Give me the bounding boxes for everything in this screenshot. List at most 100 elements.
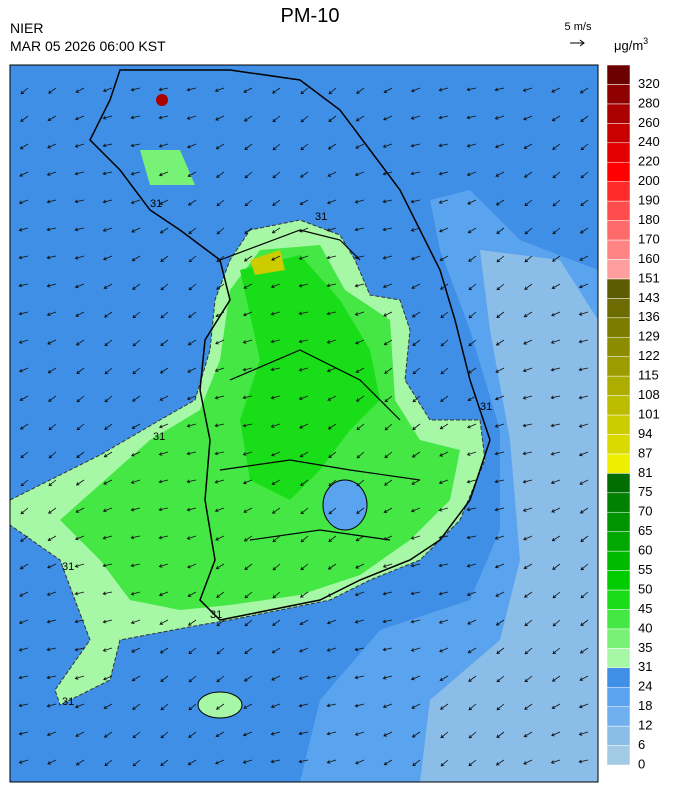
wind-arrow: [48, 87, 57, 94]
wind-arrow: [524, 703, 533, 710]
wind-arrow: [552, 591, 561, 599]
wind-arrow: [494, 479, 505, 484]
wind-arrow: [384, 423, 393, 431]
colorbar-label: 115: [638, 368, 659, 383]
wind-arrow: [271, 675, 281, 681]
wind-arrow: [382, 227, 393, 232]
wind-arrow: [495, 171, 505, 177]
wind-arrow: [130, 115, 141, 120]
pm-hotspot: [250, 250, 285, 275]
wind-arrow: [272, 535, 281, 543]
wind-arrow: [524, 199, 533, 207]
wind-arrow: [439, 451, 449, 457]
coastline: [89, 69, 491, 621]
wind-arrow: [158, 535, 169, 540]
wind-arrow: [298, 675, 309, 680]
wind-arrow: [523, 759, 533, 765]
wind-arrow: [188, 731, 197, 738]
wind-arrow: [522, 367, 533, 373]
wind-arrow: [438, 171, 449, 176]
wind-arrow: [158, 171, 169, 177]
wind-arrow: [355, 535, 365, 542]
wind-arrow: [580, 563, 589, 571]
wind-arrow: [438, 143, 449, 148]
wind-arrow: [242, 731, 253, 737]
colorbar-label: 101: [638, 406, 660, 421]
wind-arrow: [102, 619, 113, 624]
wind-arrow: [327, 395, 337, 401]
lighter-sea-region: [420, 250, 598, 782]
wind-arrow: [19, 171, 29, 177]
wind-arrow: [466, 171, 477, 176]
wind-arrow: [522, 395, 533, 400]
wind-arrow: [242, 339, 253, 344]
wind-arrow: [76, 423, 85, 431]
wind-arrow: [524, 647, 533, 655]
wind-arrow: [440, 367, 449, 375]
wind-arrow: [215, 115, 225, 121]
wind-arrow: [74, 199, 85, 204]
wind-arrow: [160, 675, 169, 682]
wind-arrow: [411, 731, 421, 738]
wind-arrow: [411, 283, 421, 289]
wind-arrow: [216, 591, 225, 598]
wind-arrow: [242, 395, 253, 400]
wind-arrow: [215, 339, 225, 345]
wind-arrow: [130, 199, 141, 204]
wind-arrow: [132, 339, 141, 347]
wind-arrow: [299, 227, 309, 233]
wind-arrow: [244, 227, 253, 234]
wind-arrow: [495, 619, 505, 626]
wind-arrow: [412, 759, 421, 766]
wind-arrow: [580, 619, 589, 626]
wind-arrow: [410, 199, 421, 204]
wind-arrow: [552, 647, 561, 655]
wind-arrow: [494, 563, 505, 569]
wind-arrow: [494, 423, 505, 428]
wind-arrow: [214, 451, 225, 456]
wind-arrow: [132, 283, 141, 290]
wind-arrow: [438, 199, 449, 204]
wind-arrow: [215, 143, 225, 150]
wind-arrow: [551, 115, 561, 122]
wind-arrow: [439, 283, 449, 290]
wind-arrow: [579, 507, 589, 514]
wind-arrow: [130, 507, 141, 512]
wind-arrow: [440, 311, 449, 319]
wind-arrow: [19, 591, 29, 597]
wind-arrow: [382, 563, 393, 568]
wind-arrow: [102, 171, 113, 176]
wind-arrow: [438, 535, 449, 540]
wind-arrow: [495, 759, 505, 766]
wind-arrow: [298, 759, 309, 764]
wind-arrow: [523, 591, 533, 598]
colorbar-label: 65: [638, 523, 652, 538]
colorbar-label: 18: [638, 698, 652, 713]
wind-arrow: [158, 563, 169, 568]
wind-arrow: [580, 115, 589, 122]
colorbar-segment: [606, 570, 631, 591]
wind-arrow: [243, 115, 253, 122]
wind-arrow: [524, 619, 533, 627]
wind-arrow: [327, 143, 337, 150]
wind-arrow: [102, 647, 113, 652]
wind-arrow: [74, 675, 85, 680]
wind-arrow: [382, 703, 393, 709]
wind-arrow: [300, 143, 309, 151]
wind-arrow: [102, 535, 113, 540]
wind-arrow: [328, 479, 337, 487]
wind-arrow: [244, 143, 253, 150]
wind-arrow: [244, 619, 253, 627]
wind-arrow: [410, 647, 421, 652]
wind-arrow: [216, 675, 225, 683]
wind-arrow: [215, 563, 225, 570]
wind-arrow: [243, 703, 253, 709]
wind-arrow: [131, 675, 141, 682]
wind-arrow: [522, 423, 533, 428]
wind-arrow: [495, 199, 505, 206]
wind-arrow: [76, 367, 85, 374]
wind-arrow: [466, 591, 477, 597]
colorbar-label: 50: [638, 581, 652, 596]
wind-arrow: [354, 619, 365, 624]
wind-arrow: [243, 283, 253, 289]
